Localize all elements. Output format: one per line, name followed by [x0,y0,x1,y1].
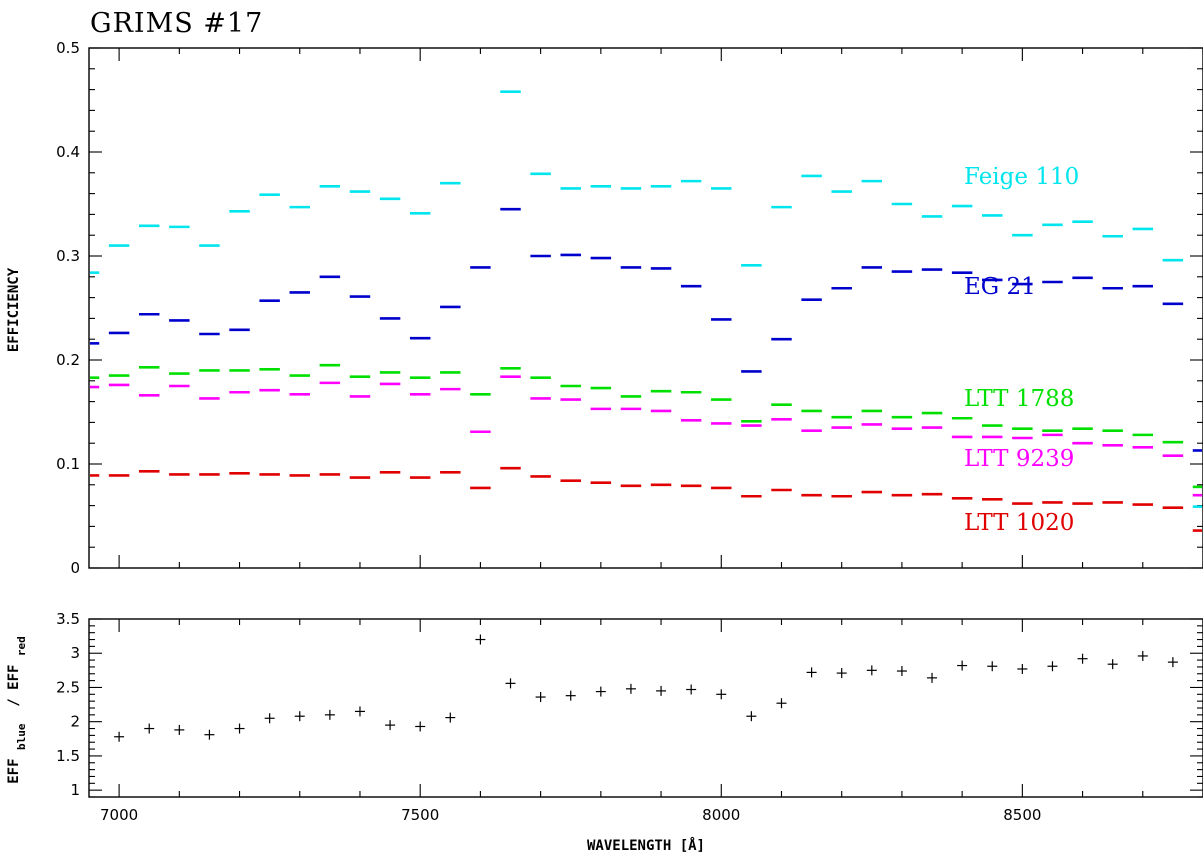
efficiency-tick-labels: 0 0.1 0.2 0.3 0.4 0.5 [56,39,80,577]
ratio-x-tick-label: 8000 [702,806,740,824]
efficiency-ticks [89,47,1203,569]
ratio-point [234,723,245,734]
ratio-point [1017,663,1028,674]
series-label-feige-110: Feige 110 [964,164,1079,190]
ratio-plot-frame [88,618,1203,798]
ratio-marks [114,634,1178,742]
series-feige-110 [90,90,1202,508]
series-ltt-1788 [90,363,1202,489]
ratio-point [896,666,907,677]
ratio-point [686,684,697,695]
ratio-point [535,692,546,703]
ratio-point [656,685,667,696]
series-ltt-1020 [90,466,1202,532]
series-label-ltt-1788: LTT 1788 [964,386,1074,412]
ratio-point [625,683,636,694]
ratio-y-axis-title: EFF blue / EFF red [6,636,28,784]
ratio-point [445,712,456,723]
ratio-point [385,720,396,731]
ratio-y-tick-label: 2.5 [56,678,80,696]
ratio-point [957,660,968,671]
ratio-point [866,665,877,676]
ratio-point [144,723,155,734]
ratio-point [114,731,125,742]
ratio-point [505,678,516,689]
ratio-y-label-main: EFF [6,758,22,783]
efficiency-y-tick-label: 0.3 [56,247,80,265]
ratio-x-tick-label: 7000 [100,806,138,824]
ratio-point [1107,659,1118,670]
ratio-point [836,668,847,679]
ratio-point [475,634,486,645]
series-label-ltt-1020: LTT 1020 [964,510,1074,536]
ratio-point [354,706,365,717]
ratio-point [776,698,787,709]
ratio-point [987,661,998,672]
ratio-y-label-separator: / EFF [6,665,22,716]
ratio-ticks [89,618,1203,798]
ratio-y-label-red-subscript: red [15,636,28,656]
ratio-point [294,711,305,722]
ratio-x-tick-label: 8500 [1003,806,1041,824]
ratio-point [174,724,185,735]
series-eg-21 [90,207,1202,452]
efficiency-y-tick-label: 0.2 [56,351,80,369]
ratio-point [204,729,215,740]
ratio-y-tick-label: 1.5 [56,747,80,765]
series-label-eg-21: EG 21 [964,274,1036,300]
ratio-point [1137,650,1148,661]
ratio-point [716,689,727,700]
ratio-point [595,686,606,697]
efficiency-marks [90,90,1202,532]
efficiency-plot-frame [88,47,1203,569]
series-label-ltt-9239: LTT 9239 [964,446,1074,472]
efficiency-y-axis-title: EFFICIENCY [6,267,22,352]
ratio-point [1167,657,1178,668]
ratio-x-tick-label: 7500 [401,806,439,824]
ratio-point [324,709,335,720]
ratio-y-tick-label: 1 [70,781,80,799]
x-axis-title: WAVELENGTH [Å] [587,837,705,854]
ratio-panel: 7000 7500 8000 8500 1 1.5 2 2.5 3 3.5 EFF blue / … [6,610,1203,854]
efficiency-y-tick-label: 0 [70,559,80,577]
ratio-point [1047,661,1058,672]
ratio-y-tick-label: 2 [70,713,80,731]
efficiency-y-tick-label: 0.4 [56,143,80,161]
ratio-y-tick-label: 3 [70,644,80,662]
efficiency-y-tick-label: 0.1 [56,455,80,473]
efficiency-y-tick-label: 0.5 [56,39,80,57]
figure-title: GRIMS #17 [90,8,263,39]
series-ltt-9239 [90,375,1202,497]
ratio-y-label-blue-subscript: blue [15,723,28,750]
ratio-y-tick-label: 3.5 [56,610,80,628]
ratio-point [746,711,757,722]
ratio-point [927,672,938,683]
ratio-point [1077,653,1088,664]
ratio-point [565,690,576,701]
ratio-tick-labels: 7000 7500 8000 8500 1 1.5 2 2.5 3 3.5 [56,610,1041,824]
ratio-point [415,721,426,732]
ratio-point [806,667,817,678]
efficiency-series-labels: Feige 110 EG 21 LTT 1788 LTT 9239 LTT 1020 [964,164,1079,536]
efficiency-panel: Feige 110 EG 21 LTT 1788 LTT 9239 LTT 1020 0… [6,39,1203,577]
ratio-point [264,713,275,724]
